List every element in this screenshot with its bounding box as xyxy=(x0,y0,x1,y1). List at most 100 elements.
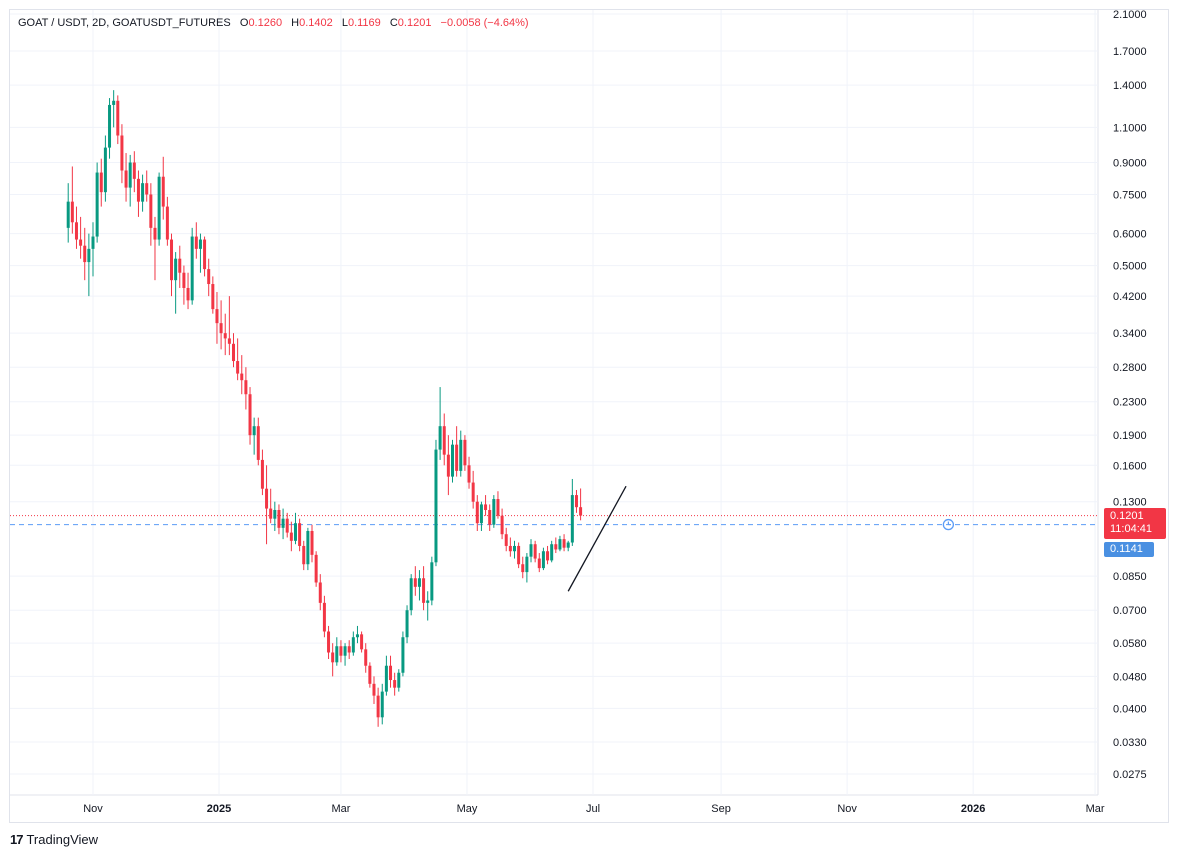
candle xyxy=(186,272,190,310)
candle xyxy=(463,435,467,471)
candle-body xyxy=(153,227,157,240)
candle xyxy=(161,156,165,220)
x-tick-label: May xyxy=(457,803,478,815)
candle-body xyxy=(355,634,359,638)
candle xyxy=(112,90,116,128)
candle-body xyxy=(471,482,475,502)
chart-frame xyxy=(9,9,1169,823)
x-tick-label: Mar xyxy=(1086,803,1105,815)
candle-body xyxy=(351,637,355,653)
candle-body xyxy=(256,426,260,460)
candle-body xyxy=(136,178,140,202)
time-axis[interactable]: Nov 2025 Mar May Jul Sep Nov 2026 Mar xyxy=(83,803,1105,815)
candle-body xyxy=(124,170,128,188)
price-axis[interactable]: 2.1000 1.7000 1.4000 1.1000 0.9000 0.7500 0.60… xyxy=(1113,9,1147,781)
candle xyxy=(298,518,302,552)
symbol-title[interactable]: GOAT / USDT, 2D, GOATUSDT_FUTURES xyxy=(18,17,231,29)
candle xyxy=(558,535,562,552)
y-tick-label: 0.2300 xyxy=(1113,397,1147,409)
candle-body xyxy=(70,201,74,223)
candle-body xyxy=(219,323,223,334)
candle-body xyxy=(66,201,70,228)
candle xyxy=(579,488,583,521)
candle xyxy=(132,151,136,193)
candle-body xyxy=(281,518,285,528)
candle-body xyxy=(236,361,240,374)
candle-body xyxy=(74,222,78,240)
x-tick-label: Nov xyxy=(83,803,103,815)
horizontal-line-label: 0.1141 xyxy=(1104,542,1154,557)
candle-body xyxy=(401,637,405,673)
candle-body xyxy=(87,248,91,263)
candle xyxy=(322,595,326,638)
candle-body xyxy=(331,652,335,663)
alert-circle xyxy=(942,518,955,531)
drawings[interactable] xyxy=(567,485,955,592)
candle-body xyxy=(550,544,554,561)
candle-body xyxy=(277,509,281,528)
candle-body xyxy=(376,695,380,718)
candle xyxy=(141,174,145,212)
y-tick-label: 0.1900 xyxy=(1113,430,1147,442)
candle-body xyxy=(508,545,512,552)
candle xyxy=(397,669,401,692)
candle-body xyxy=(293,523,297,541)
candle xyxy=(484,495,488,516)
candle xyxy=(409,574,413,616)
grid xyxy=(10,10,1099,796)
candle xyxy=(236,338,240,381)
candle-body xyxy=(298,523,302,546)
candle xyxy=(91,222,95,277)
candle xyxy=(451,439,455,483)
candle-body xyxy=(240,373,244,381)
candle xyxy=(550,540,554,563)
candle-body xyxy=(529,544,533,557)
candle xyxy=(347,640,351,659)
y-tick-label: 0.0580 xyxy=(1113,638,1147,650)
x-tick-label: 2026 xyxy=(961,803,985,815)
candle-body xyxy=(198,239,202,249)
candle-body xyxy=(157,176,161,240)
candle xyxy=(310,524,314,563)
candle xyxy=(467,456,471,489)
candle-body xyxy=(335,646,339,663)
x-tick-label: 2025 xyxy=(207,803,231,815)
candle-body xyxy=(215,309,219,324)
candle xyxy=(546,545,550,565)
candle-body xyxy=(99,172,103,193)
candle-body xyxy=(380,691,384,718)
candle-body xyxy=(203,239,207,270)
candle-body xyxy=(252,426,256,436)
y-tick-label: 0.1300 xyxy=(1113,497,1147,509)
y-tick-label: 0.5000 xyxy=(1113,261,1147,273)
candle-body xyxy=(517,545,521,565)
y-tick-label: 0.0275 xyxy=(1113,769,1147,781)
candle-body xyxy=(409,578,413,611)
tradingview-brand[interactable]: 17 TradingView xyxy=(10,832,98,847)
candle xyxy=(128,154,132,207)
candle-body xyxy=(182,272,186,288)
y-tick-label: 0.4200 xyxy=(1113,291,1147,303)
candle xyxy=(405,605,409,644)
candle xyxy=(149,183,153,246)
candle-body xyxy=(537,558,541,569)
open-key: O xyxy=(239,17,249,29)
candle xyxy=(120,124,124,184)
candle xyxy=(103,135,107,202)
candle xyxy=(99,158,103,207)
candle-body xyxy=(467,465,471,483)
candle xyxy=(240,355,244,395)
candle-body xyxy=(438,426,442,450)
candle-body xyxy=(145,183,149,195)
candle xyxy=(417,570,421,601)
candle-body xyxy=(128,162,132,188)
candle xyxy=(327,625,331,659)
candle-body xyxy=(426,600,430,603)
candles xyxy=(66,90,583,727)
candle-body xyxy=(318,582,322,603)
x-tick-label: Jul xyxy=(586,803,600,815)
candle xyxy=(372,676,376,704)
candle xyxy=(492,495,496,528)
candle-body xyxy=(103,147,107,193)
